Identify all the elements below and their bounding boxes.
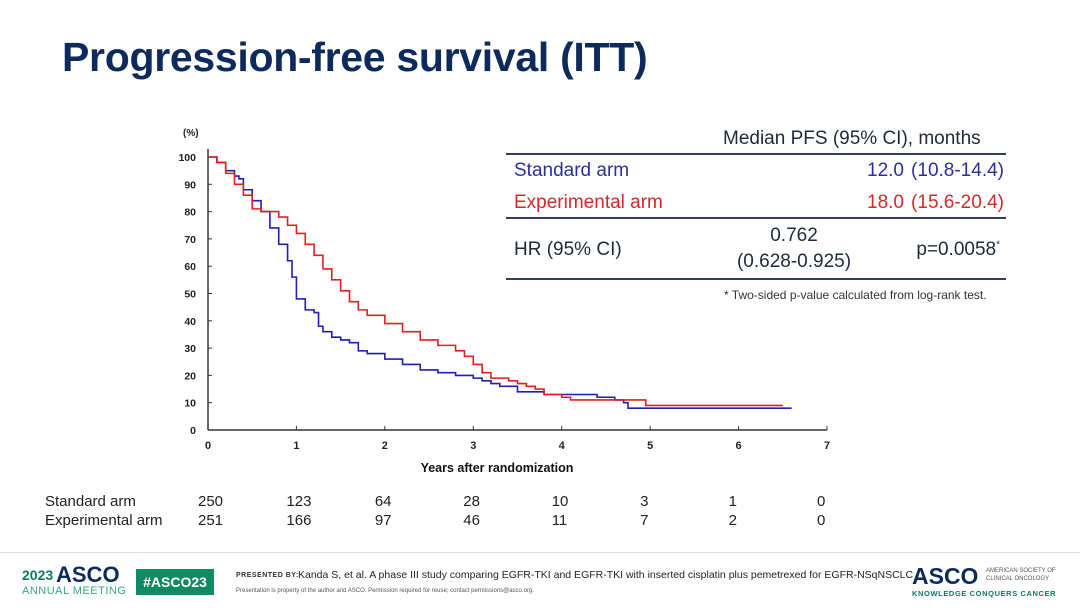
y-tick-label: 50	[184, 289, 196, 301]
table-rule	[506, 278, 1006, 280]
standard-arm-curve	[208, 156, 792, 409]
presented-by-label: PRESENTED BY:	[236, 572, 299, 579]
standard-arm-ci: (10.8-14.4)	[911, 160, 1004, 181]
society-line-1: AMERICAN SOCIETY OF	[986, 568, 1056, 574]
asco-logo: ASCO	[912, 563, 979, 589]
experimental-arm-median: 18.0	[867, 192, 904, 213]
table-rule	[506, 217, 1006, 219]
risk-count: 3	[640, 493, 649, 510]
x-tick-label: 4	[559, 440, 566, 452]
society-line-2: CLINICAL ONCOLOGY	[986, 576, 1050, 582]
experimental-arm-ci: (15.6-20.4)	[911, 192, 1004, 213]
standard-arm-median: 12.0	[867, 160, 904, 181]
chart-curves	[208, 156, 792, 409]
hr-value: 0.762	[770, 225, 818, 246]
hr-label: HR (95% CI)	[514, 239, 622, 260]
table-header: Median PFS (95% CI), months	[723, 128, 981, 149]
citation: Kanda S, et al. A phase III study compar…	[298, 569, 914, 581]
x-tick-label: 7	[824, 440, 830, 452]
risk-count: 46	[463, 512, 480, 529]
y-tick-label: 30	[184, 343, 196, 355]
y-tick-label: 90	[184, 179, 196, 191]
risk-label-experimental: Experimental arm	[45, 512, 163, 529]
y-tick-label: 10	[184, 398, 196, 410]
y-tick-label: 40	[184, 316, 196, 328]
y-tick-label: 0	[190, 425, 196, 437]
risk-count: 1	[728, 493, 737, 510]
slide-footer: 2023 ASCO ANNUAL MEETING #ASCO23 PRESENT…	[0, 552, 1080, 609]
risk-count: 64	[374, 493, 392, 510]
x-axis-label: Years after randomization	[421, 461, 574, 475]
p-value-text: p=0.0058	[916, 239, 997, 260]
y-tick-label: 70	[184, 234, 196, 246]
annual-meeting-label: ANNUAL MEETING	[22, 585, 127, 597]
experimental-arm-label: Experimental arm	[514, 192, 663, 213]
hr-ci: (0.628-0.925)	[736, 251, 852, 272]
risk-count: 166	[286, 512, 312, 529]
p-value: p=0.0058*	[916, 239, 1000, 261]
risk-count: 7	[640, 512, 649, 529]
x-tick-label: 1	[293, 440, 299, 452]
risk-count: 0	[817, 512, 826, 529]
asco-meeting-logo: ASCO	[56, 562, 120, 587]
y-tick-label: 60	[184, 261, 196, 273]
meeting-year: 2023	[22, 567, 54, 583]
x-tick-label: 5	[647, 440, 653, 452]
society-name: AMERICAN SOCIETY OF CLINICAL ONCOLOGY	[986, 567, 1056, 583]
x-tick-label: 2	[382, 440, 388, 452]
asco-tagline: KNOWLEDGE CONQUERS CANCER	[912, 589, 1057, 598]
risk-count: 10	[551, 493, 569, 510]
risk-count: 0	[817, 493, 826, 510]
y-axis-label: (%)	[183, 128, 199, 139]
risk-count: 11	[551, 512, 568, 529]
y-tick-label: 20	[184, 370, 196, 382]
slide-title: Progression-free survival (ITT)	[62, 34, 648, 80]
risk-count: 251	[198, 512, 224, 529]
risk-label-standard: Standard arm	[45, 493, 136, 510]
y-tick-label: 100	[178, 152, 196, 164]
y-tick-label: 80	[184, 207, 196, 219]
risk-count: 250	[198, 493, 224, 510]
disclaimer: Presentation is property of the author a…	[236, 588, 534, 594]
p-footnote-mark: *	[996, 239, 1000, 251]
experimental-arm-curve	[208, 156, 783, 407]
risk-count: 97	[374, 512, 392, 529]
x-tick-label: 0	[205, 440, 211, 452]
footnote: * Two-sided p-value calculated from log-…	[724, 288, 987, 302]
x-tick-label: 6	[736, 440, 742, 452]
hashtag-badge: #ASCO23	[136, 569, 214, 595]
table-rule	[506, 153, 1006, 155]
standard-arm-label: Standard arm	[514, 160, 630, 181]
risk-count: 2	[728, 512, 737, 529]
risk-count: 28	[463, 493, 480, 510]
risk-count: 123	[286, 493, 312, 510]
x-tick-label: 3	[470, 440, 476, 452]
